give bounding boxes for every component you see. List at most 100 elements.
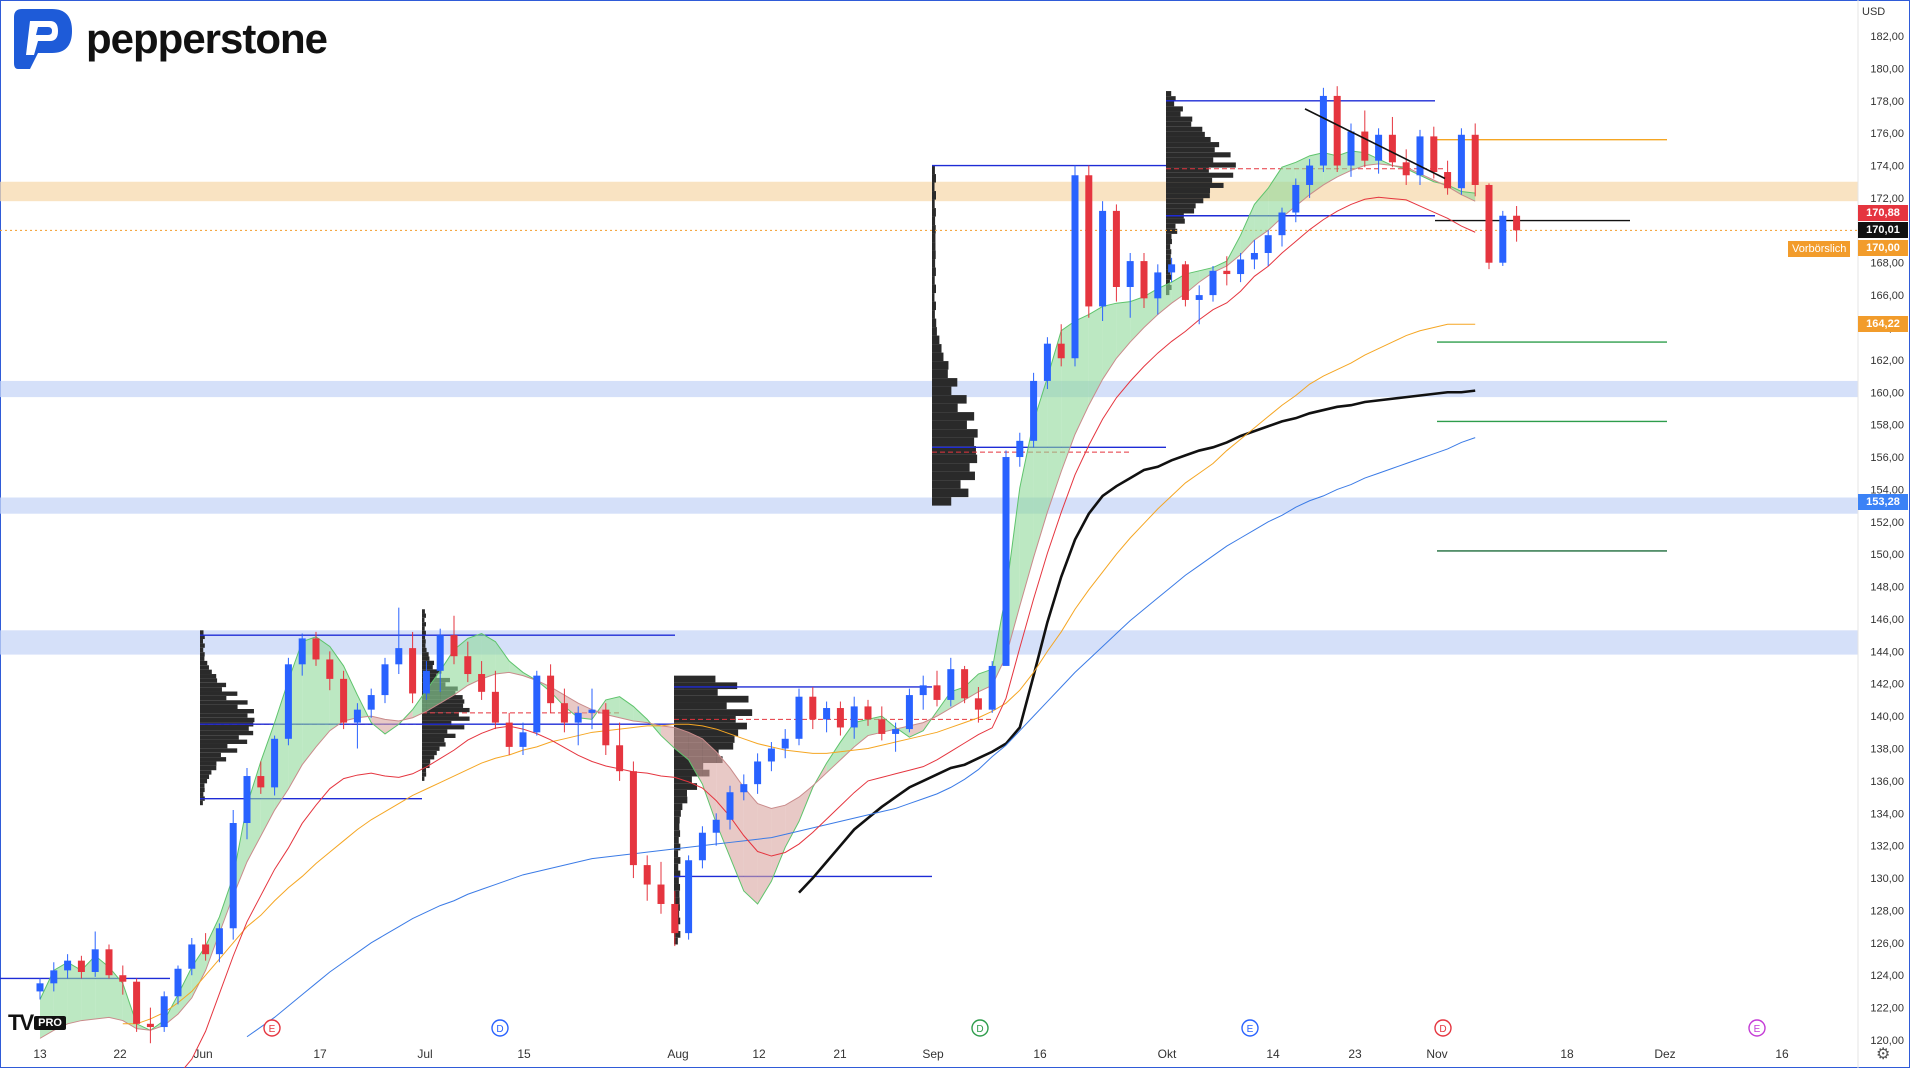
candle-body[interactable]	[1306, 165, 1314, 185]
candle-body[interactable]	[1250, 252, 1258, 260]
candle-body[interactable]	[588, 709, 596, 713]
candle-body[interactable]	[215, 928, 223, 955]
candle-body[interactable]	[1319, 95, 1327, 166]
candle-body[interactable]	[602, 709, 610, 746]
candle-body[interactable]	[1499, 215, 1507, 263]
candle-body[interactable]	[1181, 264, 1189, 300]
candle-body[interactable]	[616, 745, 624, 772]
candle-body[interactable]	[1375, 134, 1383, 161]
candle-body[interactable]	[1071, 175, 1079, 359]
candle-body[interactable]	[1361, 131, 1369, 161]
candle-body[interactable]	[519, 732, 527, 747]
candle-body[interactable]	[243, 776, 251, 824]
candle-body[interactable]	[726, 792, 734, 820]
candle-body[interactable]	[1057, 343, 1065, 359]
event-marker-icon[interactable]: D	[491, 1019, 509, 1037]
candle-body[interactable]	[1085, 175, 1093, 307]
candle-body[interactable]	[740, 784, 748, 793]
candle-body[interactable]	[547, 675, 555, 704]
candle-body[interactable]	[809, 696, 817, 720]
candle-body[interactable]	[64, 960, 72, 971]
candle-body[interactable]	[1195, 295, 1203, 300]
candle-body[interactable]	[284, 664, 292, 739]
event-marker-icon[interactable]: E	[1241, 1019, 1259, 1037]
candle-body[interactable]	[1388, 134, 1396, 163]
currency-label[interactable]: USD	[1862, 6, 1886, 18]
event-marker-icon[interactable]: D	[1434, 1019, 1452, 1037]
settings-gear-icon[interactable]: ⚙	[1876, 1046, 1891, 1063]
candle-body[interactable]	[961, 669, 969, 699]
candle-body[interactable]	[1264, 235, 1272, 253]
candle-body[interactable]	[1457, 134, 1465, 189]
candle-body[interactable]	[105, 949, 113, 976]
candle-body[interactable]	[395, 648, 403, 665]
candle-body[interactable]	[326, 659, 334, 679]
candle-body[interactable]	[464, 656, 472, 675]
candle-body[interactable]	[298, 638, 306, 665]
candle-body[interactable]	[312, 638, 320, 660]
candle-body[interactable]	[409, 648, 417, 694]
candle-body[interactable]	[574, 712, 582, 723]
candle-body[interactable]	[533, 675, 541, 733]
candle-body[interactable]	[712, 819, 720, 833]
candle-body[interactable]	[1471, 134, 1479, 185]
candle-body[interactable]	[491, 691, 499, 723]
candle-body[interactable]	[367, 695, 375, 710]
candle-body[interactable]	[146, 1023, 154, 1028]
candle-body[interactable]	[560, 703, 568, 723]
candle-body[interactable]	[119, 975, 127, 982]
candle-body[interactable]	[478, 674, 486, 692]
candle-body[interactable]	[1402, 162, 1410, 176]
candle-body[interactable]	[643, 865, 651, 885]
candle-body[interactable]	[353, 709, 361, 723]
candle-body[interactable]	[271, 738, 279, 788]
candle-body[interactable]	[905, 695, 913, 730]
candle-body[interactable]	[1513, 215, 1521, 231]
candle-body[interactable]	[1444, 172, 1452, 189]
candle-body[interactable]	[988, 665, 996, 710]
candle-body[interactable]	[1002, 457, 1010, 666]
candle-body[interactable]	[974, 698, 982, 710]
candle-body[interactable]	[1126, 261, 1134, 287]
candle-body[interactable]	[878, 719, 886, 734]
candle-body[interactable]	[795, 696, 803, 739]
candle-body[interactable]	[340, 678, 348, 723]
candle-body[interactable]	[450, 635, 458, 657]
candle-body[interactable]	[436, 635, 444, 671]
candle-body[interactable]	[77, 960, 85, 972]
candle-body[interactable]	[202, 944, 210, 955]
candle-body[interactable]	[188, 944, 196, 969]
candle-body[interactable]	[754, 761, 762, 785]
candle-body[interactable]	[91, 949, 99, 972]
candle-body[interactable]	[1140, 261, 1148, 299]
candle-body[interactable]	[1168, 264, 1176, 273]
candle-body[interactable]	[685, 860, 693, 934]
candle-body[interactable]	[1209, 270, 1217, 296]
candle-body[interactable]	[36, 983, 44, 992]
candle-body[interactable]	[1043, 343, 1051, 381]
candle-body[interactable]	[1430, 136, 1438, 173]
candle-body[interactable]	[781, 738, 789, 749]
candle-body[interactable]	[1154, 272, 1162, 299]
candle-body[interactable]	[1416, 136, 1424, 176]
candle-body[interactable]	[629, 771, 637, 866]
candle-body[interactable]	[50, 970, 58, 984]
event-marker-icon[interactable]: E	[263, 1019, 281, 1037]
candle-body[interactable]	[1347, 131, 1355, 166]
candle-body[interactable]	[422, 670, 430, 694]
candle-body[interactable]	[933, 685, 941, 700]
candle-body[interactable]	[1485, 184, 1493, 263]
candle-body[interactable]	[505, 722, 513, 747]
trend-line[interactable]	[1304, 108, 1446, 180]
candle-body[interactable]	[257, 776, 265, 788]
candle-body[interactable]	[1223, 270, 1231, 275]
candle-body[interactable]	[1237, 259, 1245, 275]
candle-body[interactable]	[864, 706, 872, 720]
candle-body[interactable]	[1016, 440, 1024, 458]
event-marker-icon[interactable]: D	[971, 1019, 989, 1037]
candle-body[interactable]	[133, 981, 141, 1024]
candle-body[interactable]	[381, 664, 389, 696]
candle-body[interactable]	[1099, 210, 1107, 307]
candle-body[interactable]	[160, 996, 168, 1028]
